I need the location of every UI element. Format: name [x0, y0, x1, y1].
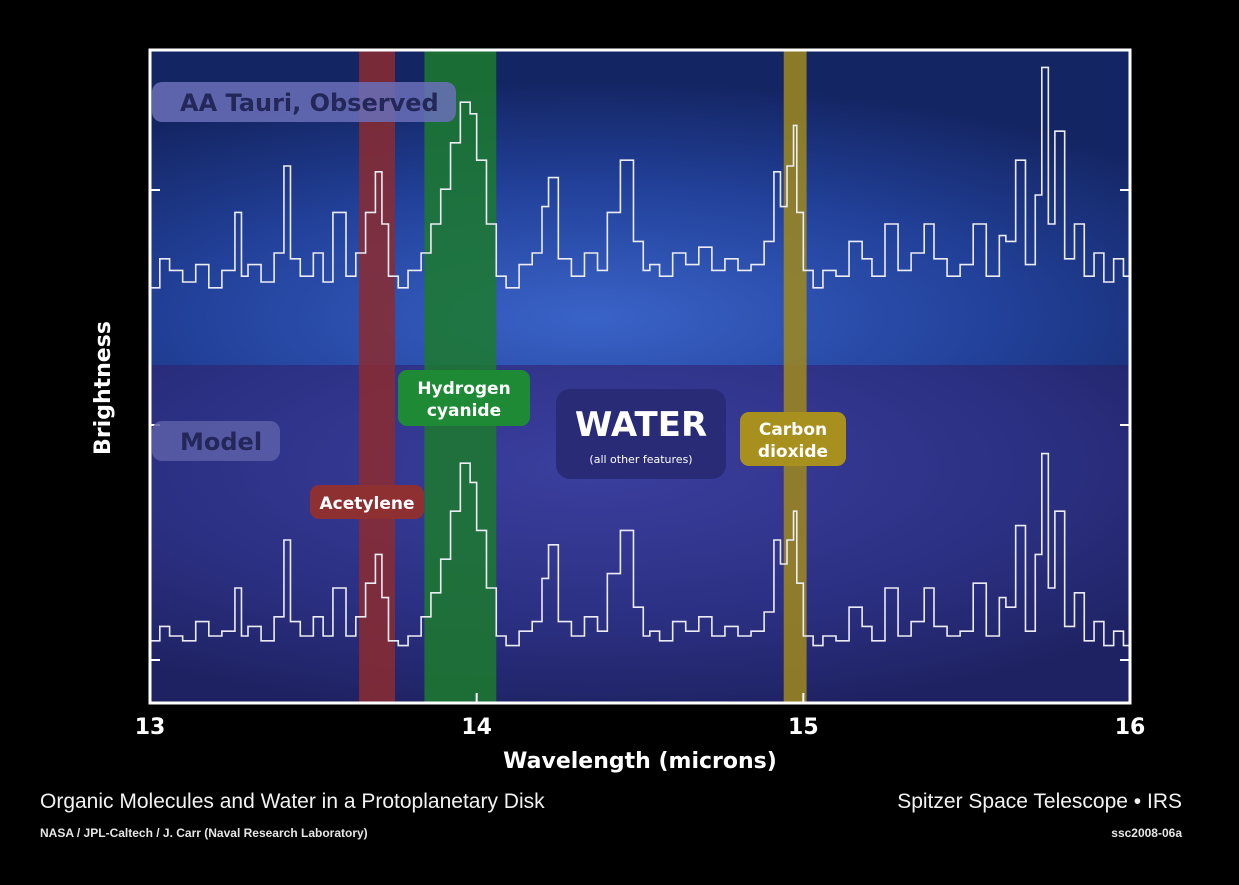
carbon-dioxide-label-box: Carbon dioxide	[740, 412, 846, 466]
water-label: WATER	[575, 405, 707, 445]
water-sublabel: (all other features)	[589, 453, 692, 466]
hydrogen-cyanide-label-box: Hydrogen cyanide	[398, 370, 530, 426]
observed-label: AA Tauri, Observed	[180, 89, 439, 117]
x-tick-label: 15	[788, 715, 819, 740]
model-label-box: Model	[152, 421, 280, 461]
x-tick-label: 14	[461, 715, 492, 740]
figure-title: Organic Molecules and Water in a Protopl…	[40, 790, 545, 813]
observed-label-box: AA Tauri, Observed	[152, 82, 456, 122]
observed-spectrum-line	[150, 66, 1131, 289]
x-tick-label: 13	[135, 715, 166, 740]
model-label: Model	[180, 428, 262, 456]
hydrogen-cyanide-label-1: Hydrogen	[417, 379, 510, 399]
acetylene-label-box: Acetylene	[310, 485, 424, 519]
figure-credit: NASA / JPL-Caltech / J. Carr (Naval Rese…	[40, 826, 368, 840]
x-tick-label: 16	[1115, 715, 1146, 740]
model-spectrum-line	[150, 452, 1131, 647]
band-acetylene	[359, 50, 395, 703]
acetylene-label: Acetylene	[320, 494, 415, 514]
carbon-dioxide-label-1: Carbon	[759, 420, 827, 440]
image-id: ssc2008-06a	[1111, 826, 1182, 840]
x-axis-title: Wavelength (microns)	[503, 749, 777, 774]
y-ticks	[150, 189, 1130, 661]
carbon-dioxide-label-2: dioxide	[758, 442, 828, 462]
x-axis-ticks: 13 14 15 16	[135, 693, 1146, 740]
y-axis-title: Brightness	[91, 321, 116, 455]
mission-label: Spitzer Space Telescope • IRS	[897, 790, 1182, 813]
hydrogen-cyanide-label-2: cyanide	[427, 401, 501, 421]
plot-frame	[148, 48, 1132, 705]
water-annotation-box: WATER (all other features)	[556, 389, 726, 479]
